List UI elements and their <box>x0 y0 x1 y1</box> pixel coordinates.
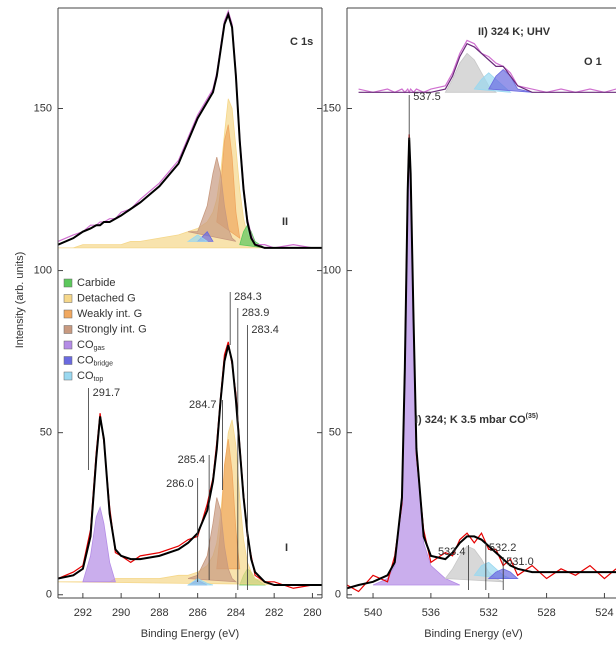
peak-label: 286.0 <box>166 478 194 490</box>
spectrum-line <box>58 344 322 587</box>
legend-label: COtop <box>77 370 103 383</box>
spectrum-line <box>58 11 322 249</box>
panel-title: O 1 <box>584 56 602 68</box>
legend-name: Carbide <box>77 277 116 289</box>
peak-label: 284.3 <box>234 291 262 303</box>
annotation-text: II) 324 K; UHV <box>478 26 551 38</box>
annotation-text: I) 324; K 3.5 mbar CO <box>415 414 526 426</box>
peak-label: 531.0 <box>506 556 534 568</box>
component-area <box>82 505 116 583</box>
legend-label: CObridge <box>77 354 113 367</box>
annotation-sup: (35) <box>526 413 538 420</box>
spectrum-label: I <box>285 542 288 554</box>
legend-name-sub: gas <box>94 345 106 352</box>
spectrum-line <box>347 137 616 590</box>
legend-name-sub: top <box>94 376 104 383</box>
spectrum-label: II <box>282 216 288 228</box>
y-tick-label: 150 <box>323 102 341 114</box>
legend-name: CO <box>77 339 94 351</box>
x-tick-label: 528 <box>537 607 555 619</box>
component-area <box>188 157 237 242</box>
legend-swatch <box>63 371 73 381</box>
legend-name: Detached G <box>77 292 136 304</box>
peak-label: 533.4 <box>438 546 466 558</box>
legend-label: Weakly int. G <box>77 308 142 320</box>
legend-label: Strongly int. G <box>77 323 147 335</box>
annotation: I) 324; K 3.5 mbar CO(35) <box>415 413 538 426</box>
legend-name-sub: bridge <box>94 360 114 367</box>
legend-swatch <box>63 294 73 303</box>
x-tick-label: 288 <box>150 607 168 619</box>
x-tick-label: 284 <box>227 607 245 619</box>
peak-label: 285.4 <box>178 454 206 466</box>
legend-name: CO <box>77 354 94 366</box>
x-axis-label: Binding Energy (eV) <box>424 628 522 640</box>
legend-label: Detached G <box>77 292 136 304</box>
spectrum-line <box>358 42 616 93</box>
x-tick-label: 536 <box>422 607 440 619</box>
x-tick-label: 290 <box>112 607 130 619</box>
peak-label: 537.5 <box>413 91 441 103</box>
peak-label: 283.4 <box>251 324 279 336</box>
legend-swatch <box>63 356 73 365</box>
legend-name: CO <box>77 370 94 382</box>
legend-swatch <box>63 278 73 288</box>
x-tick-label: 524 <box>595 607 613 619</box>
y-tick-label: 50 <box>329 427 341 439</box>
y-tick-label: 0 <box>335 589 341 601</box>
legend-name: Weakly int. G <box>77 308 142 320</box>
y-tick-label: 0 <box>46 589 52 601</box>
component-area <box>186 234 209 242</box>
component-area <box>187 497 238 583</box>
x-tick-label: 282 <box>265 607 283 619</box>
panel <box>347 39 616 593</box>
x-tick-label: 532 <box>480 607 498 619</box>
y-axis-label: Intensity (arb. units) <box>14 252 26 349</box>
peak-label: 283.9 <box>242 307 270 319</box>
x-tick-label: 540 <box>364 607 382 619</box>
panel <box>58 9 322 589</box>
legend-swatch <box>63 309 73 319</box>
peak-label: 291.7 <box>93 387 121 399</box>
panel-title: C 1s <box>290 36 313 48</box>
component-area <box>186 578 214 586</box>
y-tick-label: 50 <box>40 427 52 439</box>
x-tick-label: 286 <box>188 607 206 619</box>
legend-swatch <box>63 325 73 334</box>
peak-label: 532.2 <box>489 542 517 554</box>
y-tick-label: 150 <box>34 102 52 114</box>
y-tick-label: 100 <box>323 264 341 276</box>
legend-swatch <box>63 340 73 350</box>
x-tick-label: 292 <box>74 607 92 619</box>
y-tick-label: 100 <box>34 264 52 276</box>
legend-label: COgas <box>77 339 105 352</box>
peak-label: 284.7 <box>189 399 217 411</box>
annotation: II) 324 K; UHV <box>478 26 551 38</box>
x-axis-label: Binding Energy (eV) <box>141 628 239 640</box>
x-tick-label: 280 <box>303 607 321 619</box>
legend-label: Carbide <box>77 277 116 289</box>
legend-name: Strongly int. G <box>77 323 147 335</box>
